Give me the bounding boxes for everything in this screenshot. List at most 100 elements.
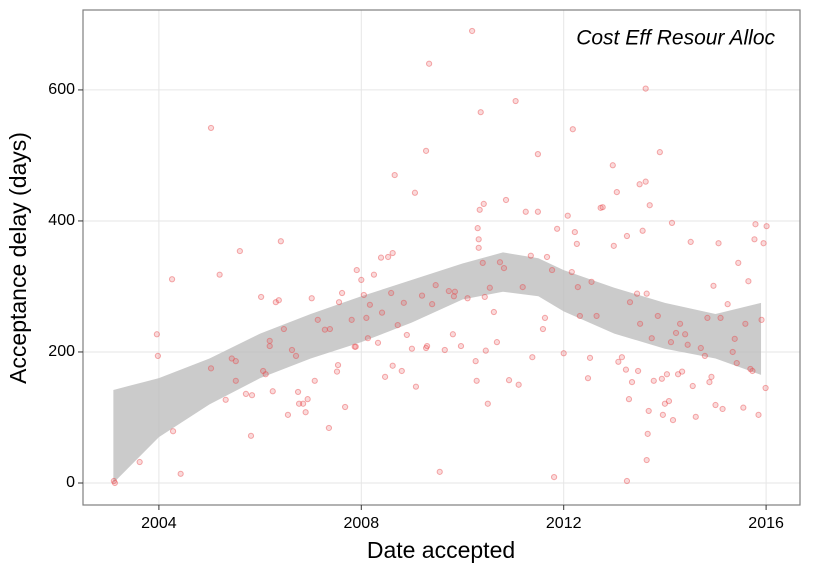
point: [633, 290, 641, 297]
x-tick-label: 2004: [141, 515, 177, 532]
point: [304, 396, 311, 403]
point: [232, 377, 239, 384]
point: [236, 247, 243, 255]
point: [353, 266, 360, 274]
point: [708, 373, 715, 380]
point: [177, 470, 184, 477]
point: [706, 379, 713, 386]
point: [676, 320, 684, 327]
point: [623, 477, 631, 485]
point: [232, 358, 239, 365]
point: [752, 221, 759, 228]
point: [295, 400, 303, 407]
point: [654, 312, 661, 320]
point: [385, 253, 392, 261]
point: [388, 289, 395, 297]
point: [576, 312, 583, 320]
point: [758, 316, 765, 323]
point: [378, 309, 386, 316]
point: [450, 293, 457, 300]
point: [745, 278, 752, 285]
point: [325, 424, 333, 432]
point: [701, 352, 708, 359]
point: [626, 299, 634, 306]
point: [522, 208, 529, 215]
y-tick-label: 200: [48, 343, 75, 360]
point: [724, 301, 731, 308]
point: [288, 346, 296, 354]
point: [742, 320, 749, 327]
point: [342, 403, 349, 411]
point: [717, 314, 724, 322]
point: [422, 344, 430, 352]
point: [687, 238, 694, 246]
point: [643, 456, 650, 464]
point: [515, 381, 522, 388]
point: [719, 405, 726, 413]
panel: [83, 10, 800, 505]
point: [280, 325, 287, 333]
point: [712, 401, 719, 409]
point: [543, 253, 551, 261]
point: [610, 242, 617, 249]
point: [408, 345, 415, 352]
point: [284, 411, 292, 418]
point: [564, 212, 571, 219]
point: [207, 124, 215, 132]
y-axis-title: Acceptance delay (days): [5, 132, 31, 384]
point: [534, 208, 541, 215]
point: [449, 331, 456, 338]
point: [729, 348, 736, 356]
point: [642, 85, 649, 92]
point: [411, 189, 419, 196]
point: [665, 397, 673, 405]
grid: [83, 10, 800, 505]
point: [502, 196, 510, 204]
point: [490, 308, 497, 316]
point: [658, 375, 665, 382]
point: [334, 361, 342, 369]
point: [381, 373, 389, 380]
point: [667, 339, 675, 346]
point: [326, 325, 334, 333]
point: [512, 97, 519, 105]
point: [479, 259, 486, 266]
point: [248, 392, 256, 399]
point: [505, 377, 513, 384]
y-tick-label: 600: [48, 81, 75, 98]
point: [597, 204, 604, 211]
y-tick-label: 400: [48, 212, 75, 229]
point: [403, 331, 410, 339]
point: [740, 404, 747, 411]
point: [154, 352, 161, 359]
point: [110, 477, 117, 485]
point: [277, 238, 284, 245]
point: [642, 178, 649, 185]
point: [314, 316, 321, 323]
point: [731, 335, 738, 342]
point: [650, 377, 657, 384]
annotation: Cost Eff Resour Alloc: [576, 27, 775, 50]
point: [445, 287, 452, 295]
point: [484, 400, 491, 407]
point: [623, 232, 631, 240]
point: [571, 228, 578, 236]
point: [472, 358, 479, 365]
point: [672, 329, 680, 337]
point: [541, 314, 549, 322]
point: [663, 371, 671, 378]
point: [643, 290, 650, 297]
point: [272, 299, 279, 306]
point: [710, 282, 717, 289]
point: [475, 244, 482, 251]
point: [760, 240, 767, 247]
point: [377, 254, 385, 261]
point: [733, 360, 740, 367]
point: [684, 341, 691, 348]
point: [451, 288, 459, 295]
point: [697, 344, 704, 352]
point: [292, 352, 300, 359]
point: [573, 240, 580, 247]
point: [554, 225, 561, 232]
y-tick-label: 0: [66, 474, 75, 491]
